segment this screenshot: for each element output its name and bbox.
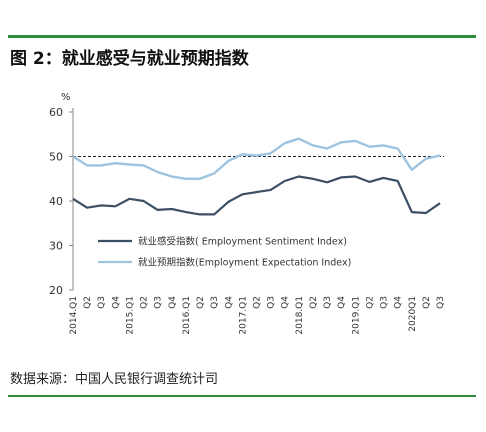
x-tick-label: 2017.Q1	[238, 296, 248, 335]
x-tick-label: 2015.Q1	[125, 296, 135, 335]
series-line-expectation	[72, 137, 441, 181]
y-unit-label: %	[61, 92, 71, 103]
top-rule	[8, 35, 476, 38]
legend-label: 就业预期指数(Employment Expectation Index)	[138, 257, 351, 269]
x-tick-label: Q4	[168, 296, 178, 309]
x-tick-label: Q2	[253, 296, 263, 309]
x-tick-label: Q3	[97, 296, 107, 309]
y-tick-label: 30	[49, 240, 63, 253]
y-tick-label: 50	[49, 151, 63, 164]
x-tick-label: Q3	[267, 296, 277, 309]
x-tick-label: Q2	[309, 296, 319, 309]
x-tick-label: Q2	[365, 296, 375, 309]
line-chart: % 20 30 40 50 60 2014.Q1 Q2 Q3 Q4 2015.Q1 Q2 Q3 Q4 201…	[49, 92, 446, 335]
bottom-rule	[8, 395, 476, 397]
x-tick-label: 2014.Q1	[69, 296, 79, 335]
x-tick-label: Q3	[154, 296, 164, 309]
x-tick-label: Q3	[380, 296, 390, 309]
y-tick-label: 60	[49, 106, 63, 119]
x-tick-label: Q2	[83, 296, 93, 309]
series-group	[72, 137, 441, 216]
x-tick-label: Q4	[281, 296, 291, 309]
x-tick-label: Q4	[111, 296, 121, 309]
x-tick-label: 2016.Q1	[182, 296, 192, 335]
x-tick-label: Q3	[323, 296, 333, 309]
legend: 就业感受指数( Employment Sentiment Index) 就业预期指…	[98, 236, 351, 269]
x-tick-label: 2019.Q1	[351, 296, 361, 335]
figure-title: 图 2：就业感受与就业预期指数	[10, 49, 249, 69]
x-tick-label: Q2	[422, 296, 432, 309]
chart-axes: % 20 30 40 50 60 2014.Q1 Q2 Q3 Q4 2015.Q1 Q2 Q3 Q4 201…	[49, 92, 446, 335]
x-tick-label: Q4	[394, 296, 404, 309]
x-tick-label: Q2	[196, 296, 206, 309]
data-source: 数据来源：中国人民银行调查统计司	[10, 372, 219, 387]
x-tick-label: Q2	[140, 296, 150, 309]
x-tick-label: Q4	[337, 296, 347, 309]
legend-label: 就业感受指数( Employment Sentiment Index)	[138, 236, 347, 248]
series-line-sentiment	[72, 175, 441, 216]
x-tick-label: Q4	[224, 296, 234, 309]
x-tick-label: Q3	[436, 296, 446, 309]
x-tick-label: Q3	[210, 296, 220, 309]
x-tick-label: 2018.Q1	[295, 296, 305, 335]
x-tick-label: 2020Q1	[408, 296, 418, 332]
y-tick-label: 40	[49, 195, 63, 208]
y-tick-label: 20	[49, 284, 63, 297]
